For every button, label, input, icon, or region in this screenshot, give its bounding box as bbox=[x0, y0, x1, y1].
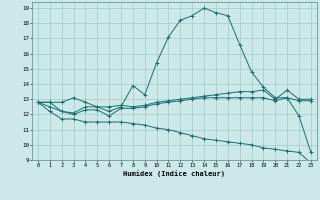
X-axis label: Humidex (Indice chaleur): Humidex (Indice chaleur) bbox=[124, 171, 225, 177]
